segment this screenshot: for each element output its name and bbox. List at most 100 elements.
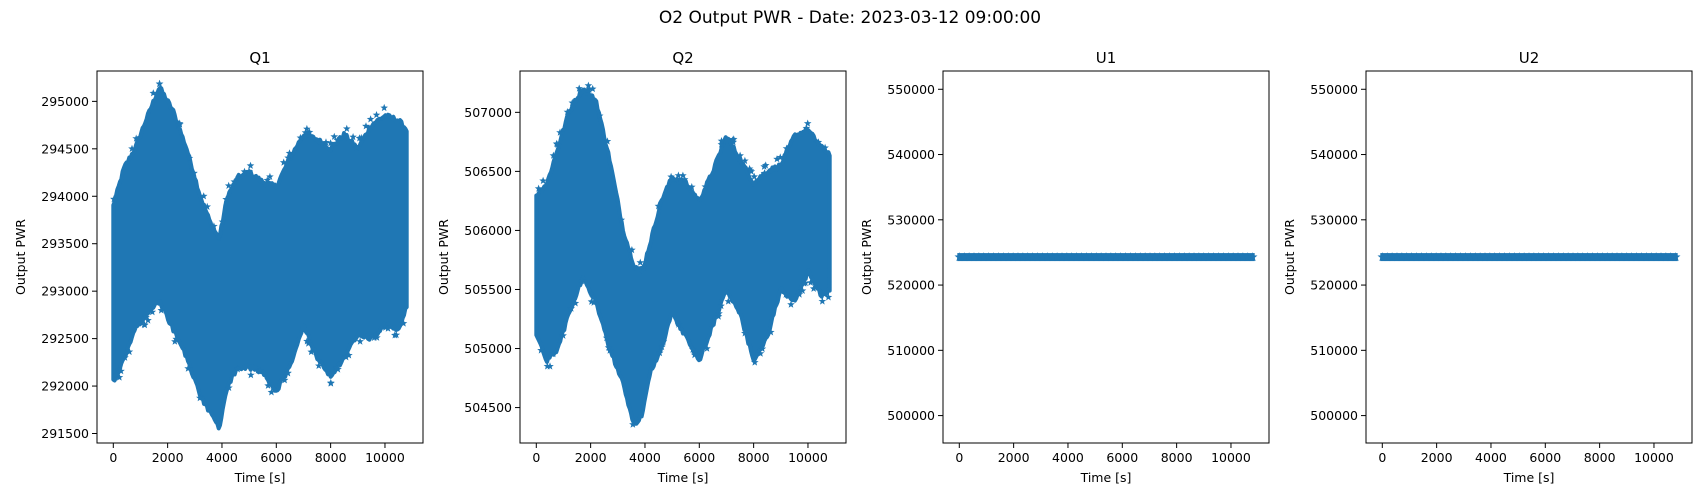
scatter-band [111, 86, 409, 431]
scatter-point [824, 293, 833, 301]
plot-frame [942, 70, 1270, 444]
scatter-point [993, 252, 1004, 262]
x-tick-label: 6000 [1106, 450, 1138, 465]
scatter-point [233, 365, 242, 373]
scatter-point [802, 124, 811, 132]
y-tick-label: 507000 [464, 105, 512, 120]
panel-title: U2 [1519, 49, 1540, 67]
scatter-point [724, 297, 733, 305]
x-tick-label: 10000 [1211, 450, 1251, 465]
plot-frame [96, 70, 424, 444]
scatter-point [717, 137, 726, 145]
data-series [534, 81, 833, 428]
scatter-point [549, 350, 557, 358]
scatter-point [751, 358, 759, 366]
x-tick-label: 8000 [1161, 450, 1193, 465]
scatter-point [1397, 252, 1407, 262]
scatter-point [1617, 252, 1627, 262]
scatter-point [1003, 252, 1013, 262]
x-tick-label: 0 [109, 450, 117, 465]
x-tick-label: 6000 [260, 450, 292, 465]
scatter-point [203, 202, 211, 210]
scatter-point [110, 195, 118, 203]
scatter-point [1233, 252, 1243, 262]
x-tick-label: 0 [1378, 450, 1386, 465]
scatter-point [380, 103, 388, 112]
scatter-point [303, 124, 311, 133]
y-tick-label: 506500 [464, 164, 512, 179]
scatter-point [247, 371, 255, 379]
scatter-point [1612, 252, 1622, 262]
scatter-point [746, 166, 755, 174]
scatter-point [1538, 252, 1549, 262]
x-tick-label: 10000 [788, 450, 828, 465]
scatter-point [1431, 252, 1441, 262]
scatter-point [322, 138, 330, 146]
x-tick-label: 6000 [1529, 450, 1561, 465]
scatter-point [782, 144, 791, 152]
scatter-point [639, 263, 648, 271]
x-tick-label: 8000 [1584, 450, 1616, 465]
y-tick-label: 540000 [887, 147, 935, 162]
scatter-point [818, 297, 827, 305]
plot-frame [1365, 70, 1693, 444]
chart-panel-q2: 0 2000 4000 6000 8000 10000 504500 505000 505500… [436, 49, 847, 485]
scatter-point [1602, 252, 1612, 262]
scatter-point [588, 84, 597, 93]
scatter-point [279, 158, 288, 166]
scatter-point [190, 169, 198, 177]
scatter-point [280, 376, 289, 384]
y-tick-label: 293500 [41, 236, 89, 251]
scatter-point [750, 172, 758, 180]
scatter-point [1543, 252, 1554, 262]
scatter-point [175, 119, 184, 127]
scatter-point [1101, 252, 1111, 262]
scatter-point [575, 84, 583, 92]
scatter-point [1018, 252, 1028, 262]
y-tick-label: 530000 [1310, 212, 1358, 227]
scatter-point [343, 124, 351, 132]
scatter-point [636, 258, 645, 266]
scatter-point [782, 290, 790, 298]
scatter-point [332, 364, 341, 372]
scatter-point [1402, 252, 1412, 262]
scatter-point [760, 169, 769, 177]
scatter-point [357, 133, 366, 142]
scatter-point [267, 388, 276, 396]
scatter-point [1455, 252, 1466, 262]
scatter-point [741, 156, 749, 165]
scatter-point [1641, 252, 1652, 262]
scatter-point [1636, 252, 1647, 262]
scatter-point [806, 278, 815, 286]
scatter-point [246, 161, 255, 169]
scatter-point [1534, 252, 1544, 262]
x-tick-label: 2000 [1421, 450, 1453, 465]
scatter-point [983, 252, 994, 262]
panel-title: Q2 [672, 49, 693, 67]
scatter-point [1470, 252, 1480, 262]
scatter-point [563, 108, 572, 116]
scatter-point [964, 252, 974, 262]
scatter-point [1377, 252, 1388, 262]
plot-frame [519, 70, 847, 444]
chart-panel-q1: 0 2000 4000 6000 8000 10000 291500 292000 292500… [13, 49, 424, 485]
scatter-point [673, 175, 681, 183]
scatter-point [1622, 252, 1632, 262]
scatter-point [1392, 252, 1402, 262]
scatter-point [658, 342, 666, 351]
scatter-point [1228, 252, 1238, 262]
scatter-point [373, 333, 381, 341]
scatter-point [1174, 252, 1185, 262]
scatter-point [998, 252, 1009, 262]
scatter-point [245, 167, 253, 175]
scatter-point [654, 202, 663, 210]
scatter-point [184, 364, 192, 372]
x-tick-label: 0 [532, 450, 540, 465]
scatter-point [1387, 252, 1397, 262]
scatter-point [384, 324, 392, 332]
scatter-point [974, 252, 984, 262]
scatter-point [679, 171, 687, 179]
scatter-point [1597, 252, 1608, 262]
scatter-point [814, 138, 823, 146]
scatter-point [578, 277, 586, 285]
